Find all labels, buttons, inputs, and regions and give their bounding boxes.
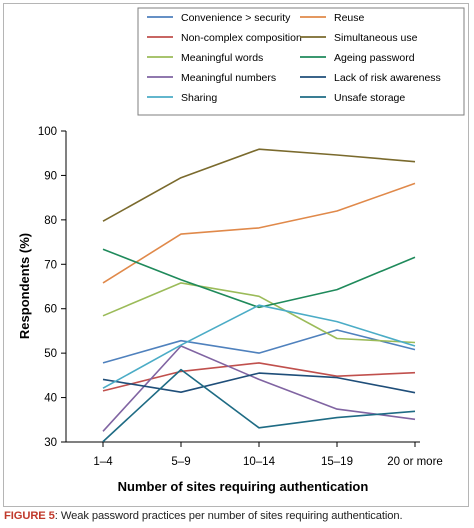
legend-label: Reuse [334, 12, 365, 24]
legend-label: Ageing password [334, 52, 415, 64]
legend-label: Lack of risk awareness [334, 72, 441, 84]
legend-label: Meaningful words [181, 52, 263, 64]
tick-layer: 30 40 50 60 70 80 90 100 1–4 5–9 10–14 15–19 20 or m… [38, 126, 443, 468]
series-line [102, 362, 416, 392]
x-tick-label: 20 or more [387, 456, 443, 468]
legend: Convenience > security Reuse Non-complex c… [137, 7, 465, 116]
y-tick-label: 70 [44, 259, 57, 271]
series-line [102, 148, 416, 222]
y-tick-label: 100 [38, 126, 57, 138]
series-line [102, 345, 416, 432]
series-layer [102, 148, 416, 443]
line-chart: Convenience > security Reuse Non-complex c… [17, 7, 465, 494]
x-tick-label: 1–4 [93, 456, 113, 468]
x-tick-label: 5–9 [171, 456, 190, 468]
axes [65, 131, 420, 443]
series-line [102, 182, 416, 284]
series-line [102, 282, 416, 344]
y-tick-label: 40 [44, 393, 57, 405]
caption-text: : Weak password practices per number of … [54, 510, 403, 522]
y-tick-label: 90 [44, 170, 57, 182]
legend-label: Convenience > security [181, 12, 291, 24]
legend-label: Non-complex composition [181, 32, 302, 44]
y-tick-label: 50 [44, 348, 57, 360]
legend-label: Simultaneous use [334, 32, 418, 44]
series-line [102, 329, 416, 364]
y-tick-label: 80 [44, 215, 57, 227]
y-tick-label: 60 [44, 304, 57, 316]
figure-frame [3, 3, 469, 507]
series-line [102, 368, 416, 443]
series-line [102, 304, 416, 389]
figure-caption: FIGURE 5: Weak password practices per nu… [4, 510, 403, 522]
series-line [102, 372, 416, 394]
legend-label: Sharing [181, 92, 217, 104]
series-line [102, 248, 416, 309]
x-axis-label: Number of sites requiring authentication [118, 479, 369, 494]
x-tick-label: 15–19 [321, 456, 353, 468]
caption-label: FIGURE 5 [4, 510, 55, 522]
legend-label: Meaningful numbers [181, 72, 276, 84]
x-tick-label: 10–14 [243, 456, 276, 468]
legend-label: Unsafe storage [334, 92, 405, 104]
y-tick-label: 30 [44, 437, 57, 449]
y-axis-label: Respondents (%) [17, 233, 32, 339]
